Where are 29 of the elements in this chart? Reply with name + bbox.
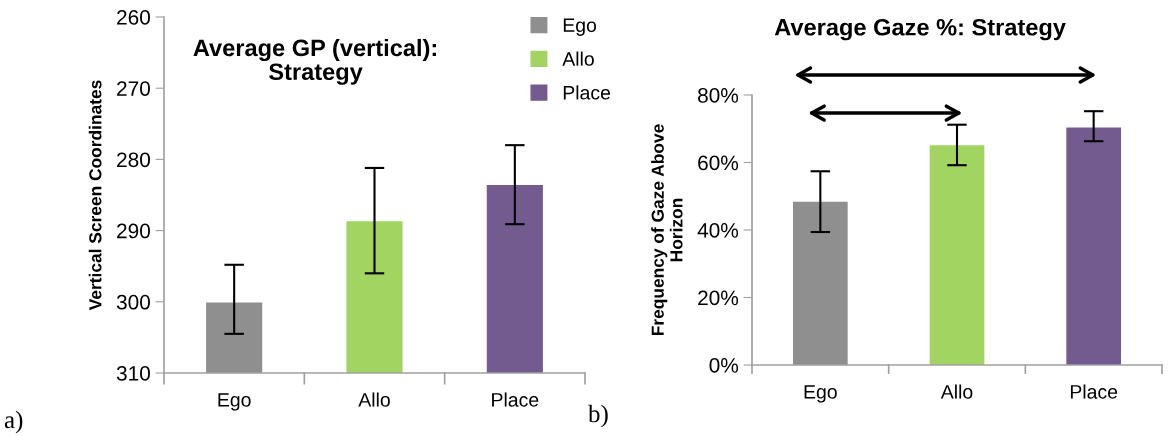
text: b) <box>588 404 608 428</box>
x-tick-label: Allo <box>358 392 390 407</box>
bar <box>793 201 848 365</box>
y-axis-title: Frequency of Gaze Above Horizon <box>651 124 683 336</box>
x-tick-label: Place <box>1070 384 1118 399</box>
y-tick-label: 310 <box>116 366 150 381</box>
bar <box>1066 127 1121 365</box>
y-tick-label: 80% <box>698 88 739 103</box>
y-tick-label: 40% <box>697 223 739 238</box>
chart-title: Average Gaze %: Strategy <box>774 18 1066 41</box>
y-tick-label: 60% <box>698 155 739 171</box>
x-tick-label: Allo <box>940 384 973 399</box>
x-tick-label: Ego <box>218 393 251 411</box>
y-tick-label: 280 <box>117 152 150 168</box>
text: a) <box>4 410 23 434</box>
y-tick-label: 270 <box>117 81 150 96</box>
x-tick-label: Place <box>492 392 539 407</box>
y-tick-label: 300 <box>116 294 150 310</box>
y-tick-label: 0% <box>709 358 739 373</box>
y-tick-label: 20% <box>698 290 739 306</box>
legend-label: Place <box>563 85 611 100</box>
y-tick-label: 290 <box>117 223 150 239</box>
bar <box>929 145 985 365</box>
legend-label: Ego <box>563 18 597 36</box>
y-axis-title: Vertical Screen Coordinates <box>88 80 102 311</box>
x-tick-label: Ego <box>804 385 837 403</box>
y-tick-label: 260 <box>117 10 150 25</box>
legend-label: Allo <box>562 51 594 66</box>
text: Average GP (vertical): Strategy <box>193 38 436 85</box>
